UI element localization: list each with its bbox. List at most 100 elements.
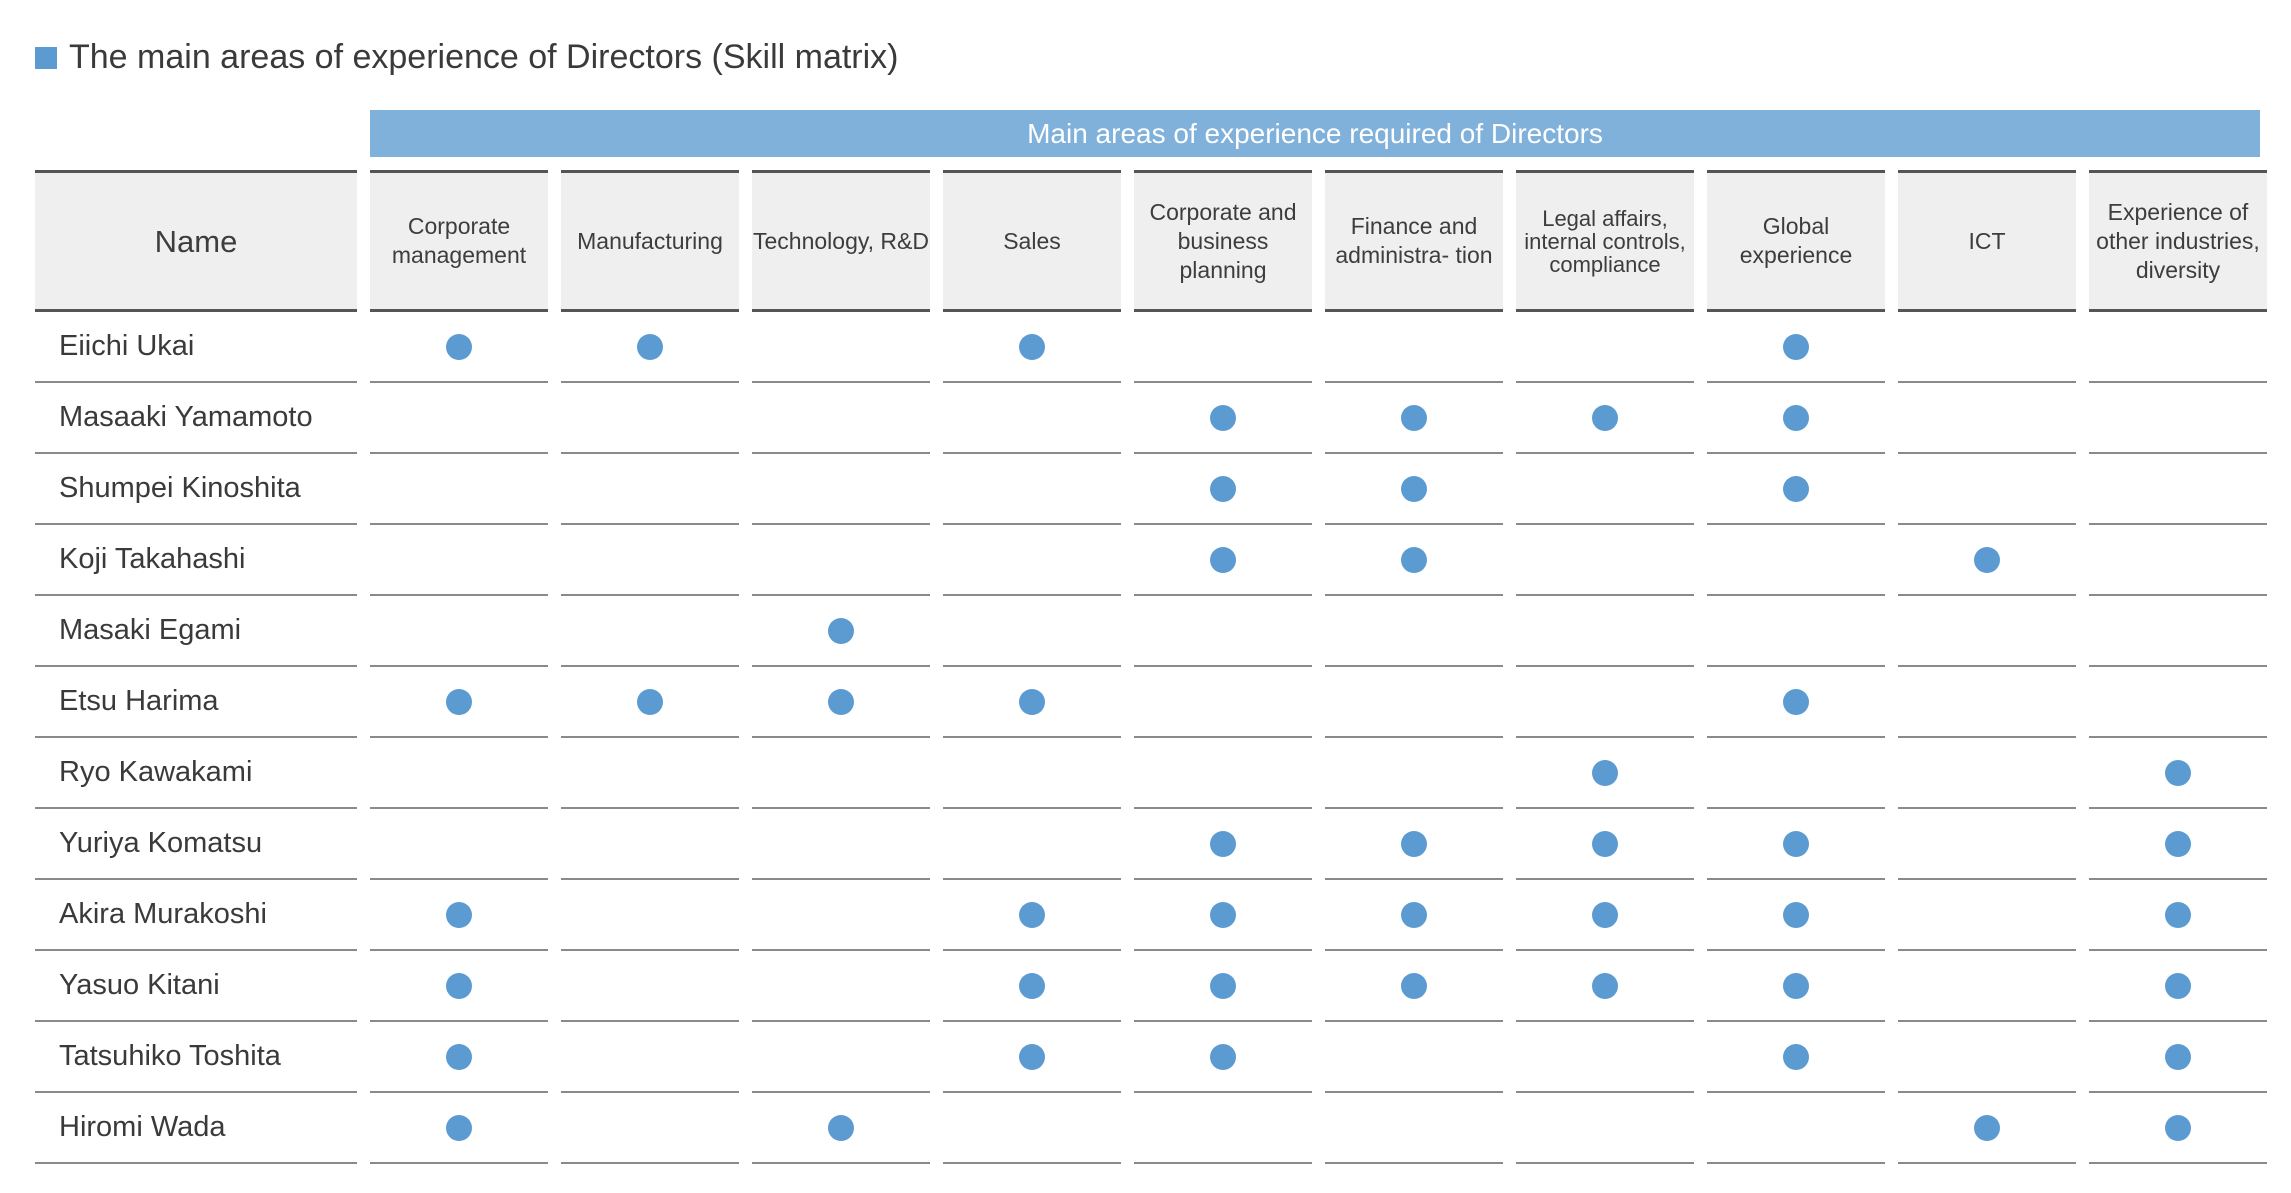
header-skill-column: Finance and administra- tion	[1325, 170, 1503, 312]
header-skill-column: Experience of other industries, diversit…	[2089, 170, 2267, 312]
skill-cell	[1898, 525, 2076, 596]
skill-cell	[943, 738, 1121, 809]
skill-cell	[561, 1093, 739, 1164]
skill-dot-icon	[1210, 972, 1236, 999]
skill-cell	[1325, 880, 1503, 951]
skill-cell	[370, 809, 548, 880]
skill-cell	[370, 596, 548, 667]
skill-cell	[1898, 738, 2076, 809]
header-skill-column: Corporate and business planning	[1134, 170, 1312, 312]
skill-dot-icon	[1210, 475, 1236, 502]
skill-dot-icon	[1210, 1043, 1236, 1070]
skill-cell	[1325, 1093, 1503, 1164]
skill-dot-icon	[1592, 830, 1618, 857]
skill-cell	[1325, 312, 1503, 383]
skill-cell	[2089, 667, 2267, 738]
skill-cell	[1898, 809, 2076, 880]
skill-cell	[1707, 667, 1885, 738]
header-skill-column: Legal affairs, internal controls, compli…	[1516, 170, 1694, 312]
director-name: Etsu Harima	[35, 667, 357, 738]
skill-cell	[752, 1022, 930, 1093]
skill-cell	[943, 809, 1121, 880]
skill-dot-icon	[1783, 830, 1809, 857]
skill-dot-icon	[828, 1114, 854, 1141]
skill-cell	[943, 880, 1121, 951]
skill-cell	[1134, 738, 1312, 809]
skill-dot-icon	[1592, 972, 1618, 999]
director-name: Masaki Egami	[35, 596, 357, 667]
skill-dot-icon	[1210, 830, 1236, 857]
page-title: The main areas of experience of Director…	[69, 38, 899, 76]
skill-cell	[943, 1093, 1121, 1164]
skill-dot-icon	[1019, 333, 1045, 360]
skill-cell	[1707, 596, 1885, 667]
header-skill-column: Technology, R&D	[752, 170, 930, 312]
skill-cell	[561, 880, 739, 951]
skill-cell	[1707, 809, 1885, 880]
skill-cell	[943, 1022, 1121, 1093]
skill-cell	[1134, 667, 1312, 738]
skill-cell	[1134, 454, 1312, 525]
skill-cell	[943, 454, 1121, 525]
skill-cell	[1516, 951, 1694, 1022]
skill-dot-icon	[828, 617, 854, 644]
skill-cell	[561, 596, 739, 667]
skill-cell	[1516, 738, 1694, 809]
director-name: Yuriya Komatsu	[35, 809, 357, 880]
skill-dot-icon	[446, 901, 472, 928]
director-name: Yasuo Kitani	[35, 951, 357, 1022]
skill-dot-icon	[1974, 546, 2000, 573]
skill-cell	[1707, 312, 1885, 383]
title-block: The main areas of experience of Director…	[35, 38, 899, 77]
skill-cell	[561, 383, 739, 454]
skill-cell	[1134, 880, 1312, 951]
skill-cell	[752, 596, 930, 667]
skill-cell	[2089, 951, 2267, 1022]
skill-cell	[1325, 809, 1503, 880]
skill-cell	[943, 525, 1121, 596]
skills-banner: Main areas of experience required of Dir…	[370, 110, 2260, 157]
director-name: Ryo Kawakami	[35, 738, 357, 809]
skill-cell	[1134, 809, 1312, 880]
skill-cell	[1134, 383, 1312, 454]
skill-dot-icon	[1210, 901, 1236, 928]
skill-cell	[1707, 880, 1885, 951]
skill-cell	[1325, 596, 1503, 667]
skill-cell	[943, 951, 1121, 1022]
skill-cell	[1516, 312, 1694, 383]
skill-cell	[1516, 525, 1694, 596]
director-name: Koji Takahashi	[35, 525, 357, 596]
skill-dot-icon	[2165, 759, 2191, 786]
skill-cell	[1516, 1022, 1694, 1093]
skill-dot-icon	[1401, 475, 1427, 502]
skill-cell	[2089, 525, 2267, 596]
skill-cell	[1325, 1022, 1503, 1093]
skill-dot-icon	[446, 972, 472, 999]
skill-cell	[1707, 454, 1885, 525]
director-name: Akira Murakoshi	[35, 880, 357, 951]
skill-cell	[1898, 667, 2076, 738]
skill-cell	[1134, 951, 1312, 1022]
skill-cell	[1516, 809, 1694, 880]
skill-cell	[1898, 312, 2076, 383]
skill-cell	[370, 880, 548, 951]
skill-cell	[1707, 383, 1885, 454]
skill-cell	[370, 383, 548, 454]
skill-dot-icon	[1592, 759, 1618, 786]
skill-dot-icon	[1401, 901, 1427, 928]
skill-cell	[370, 951, 548, 1022]
skill-cell	[2089, 1022, 2267, 1093]
skill-cell	[561, 312, 739, 383]
skill-cell	[1707, 738, 1885, 809]
skill-cell	[1134, 596, 1312, 667]
skill-cell	[1134, 1093, 1312, 1164]
skill-cell	[752, 667, 930, 738]
title-square-icon	[35, 46, 57, 69]
skill-cell	[2089, 383, 2267, 454]
skill-dot-icon	[1592, 404, 1618, 431]
skill-cell	[1898, 1093, 2076, 1164]
skill-dot-icon	[637, 688, 663, 715]
skill-dot-icon	[1783, 333, 1809, 360]
skill-dot-icon	[2165, 901, 2191, 928]
skill-cell	[1516, 667, 1694, 738]
